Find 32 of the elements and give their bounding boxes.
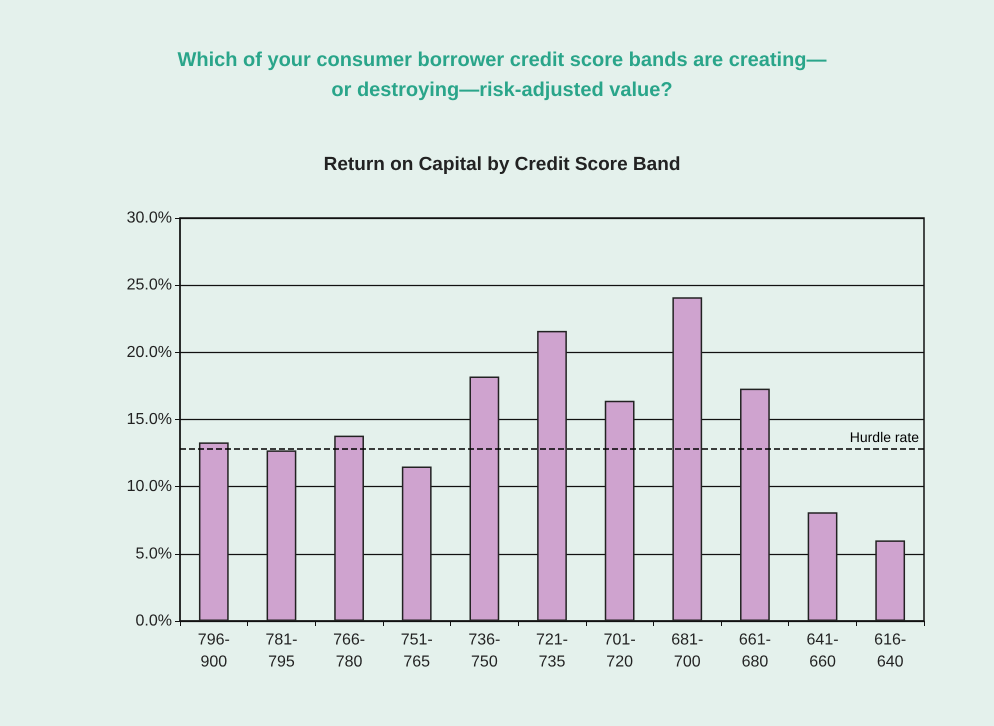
x-tick-label: 721-735: [536, 632, 568, 670]
bar: [198, 442, 229, 621]
y-tick-label: 20.0%: [126, 344, 172, 361]
x-tick-label: 736-750: [468, 632, 500, 670]
bar: [334, 436, 364, 621]
bar: [672, 297, 702, 621]
chart-title: Which of your consumer borrower credit score bands are creating— or destroying—risk-adjusted value?: [177, 49, 827, 101]
y-tick-label: 30.0%: [126, 210, 172, 226]
bar: [266, 450, 296, 621]
x-tick-label: 701-720: [604, 632, 636, 670]
bar: [604, 400, 635, 621]
x-tick-label: 781-795: [265, 632, 298, 670]
y-tick-label: 25.0%: [126, 276, 172, 294]
bar: [808, 512, 838, 621]
x-tick-label: 616-640: [874, 632, 906, 670]
x-tick-label: 661-680: [738, 632, 771, 670]
x-tick-label: 751-765: [400, 632, 433, 670]
bar: [537, 330, 567, 621]
x-tick-label: 641-660: [806, 632, 839, 670]
bar: [875, 540, 906, 621]
chart-subtitle: Return on Capital by Credit Score Band: [324, 154, 680, 175]
y-tick-label: 10.0%: [126, 478, 172, 496]
x-tick-label: 681-700: [671, 632, 704, 670]
bar: [469, 376, 500, 621]
y-tick-label: 5.0%: [136, 545, 172, 562]
y-tick-label: 15.0%: [126, 411, 172, 428]
bar: [402, 466, 432, 621]
x-tick-label: 796-900: [198, 632, 230, 670]
y-tick-label: 0.0%: [136, 612, 172, 630]
ref-line-label: Hurdle rate: [850, 429, 920, 446]
x-tick-label: 766-780: [333, 632, 366, 670]
bar: [740, 388, 770, 621]
